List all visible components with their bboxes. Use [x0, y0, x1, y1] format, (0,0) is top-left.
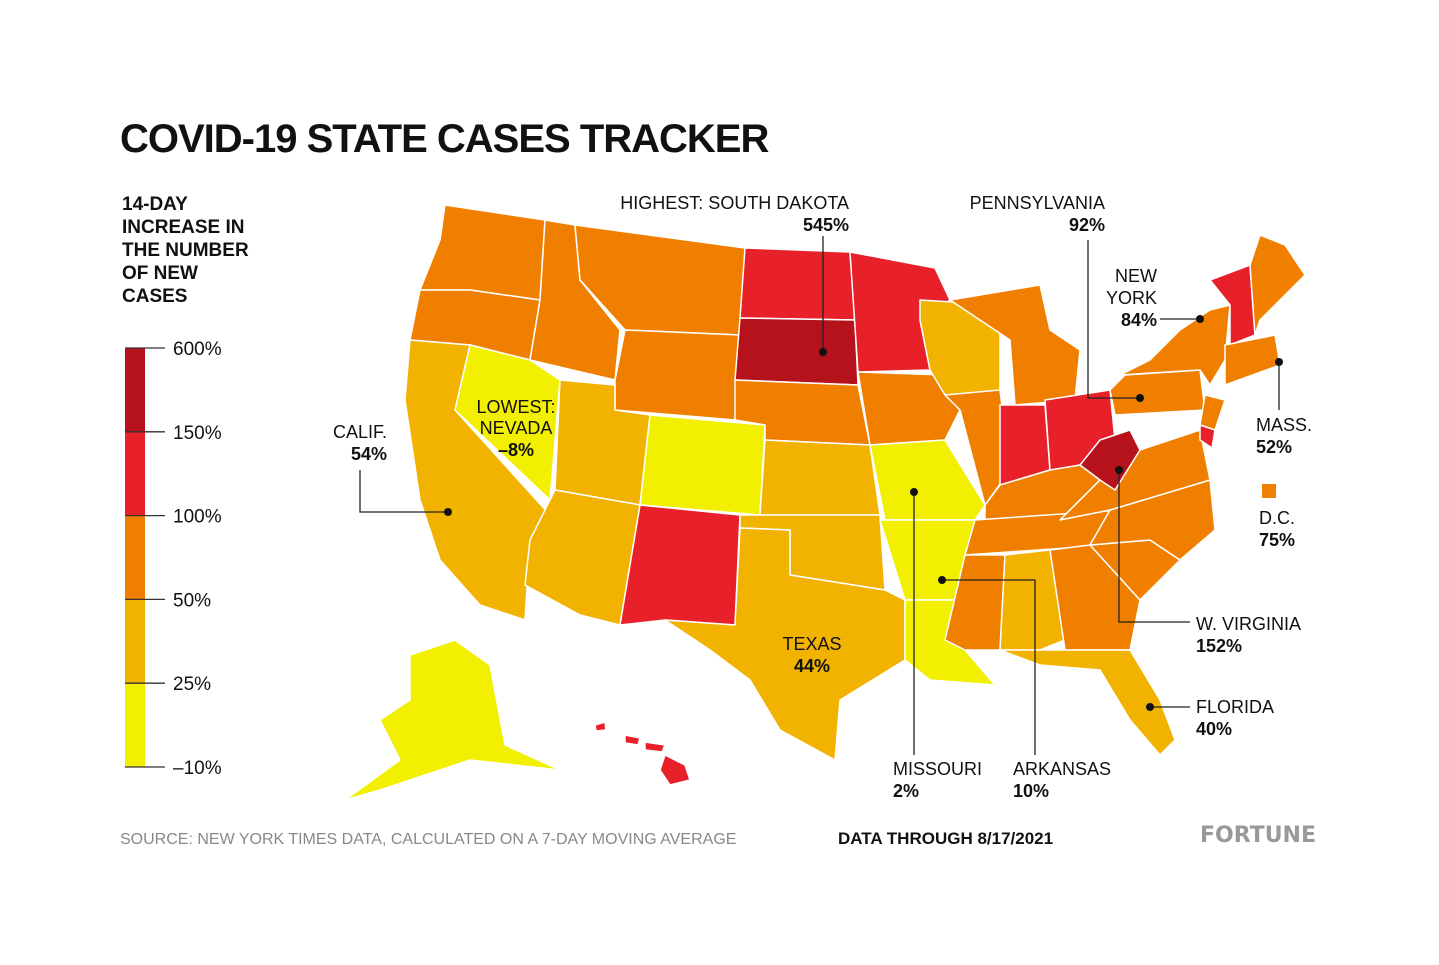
state [999, 549, 1066, 651]
state [619, 504, 741, 626]
annotation-name: NEVADA [480, 418, 553, 438]
annotation-name: YORK [1106, 288, 1157, 308]
annotation-name: D.C. [1259, 508, 1295, 528]
source: SOURCE: NEW YORK TIMES DATA, CALCULATED … [120, 831, 736, 848]
state [734, 317, 859, 386]
leader-dot [1275, 358, 1283, 366]
title: COVID-19 STATE CASES TRACKER [120, 117, 769, 161]
annotation-name: HIGHEST: SOUTH DAKOTA [620, 193, 849, 213]
annotation-value: 92% [1069, 215, 1105, 235]
annotation-name: CALIF. [333, 422, 387, 442]
state [869, 439, 986, 521]
annotation-name: MISSOURI [893, 759, 982, 779]
annotation-name: TEXAS [782, 634, 841, 654]
annotation-value: 40% [1196, 719, 1232, 739]
date: DATA THROUGH 8/17/2021 [838, 829, 1053, 848]
state [949, 284, 1081, 406]
leader-dot [1115, 466, 1123, 474]
state [644, 741, 666, 753]
leader [1118, 470, 1190, 623]
legend-tick-label: 25% [173, 674, 211, 695]
annotation-name: NEW [1115, 266, 1157, 286]
legend-band [125, 683, 145, 767]
legend: 14-DAY INCREASE IN THE NUMBER OF NEW CAS… [122, 194, 249, 779]
leader [942, 579, 1036, 755]
annotation-value: 75% [1259, 530, 1295, 550]
legend-tick-label: 50% [173, 590, 211, 611]
legend-band [125, 431, 145, 516]
state [659, 754, 691, 786]
legend-tick-label: 150% [173, 423, 222, 444]
leader-dot [1196, 315, 1204, 323]
legend-title: CASES [122, 286, 187, 307]
state [454, 344, 561, 501]
state [1209, 264, 1256, 346]
legend-title: 14-DAY [122, 194, 188, 215]
state [1049, 544, 1141, 651]
annotation-value: 44% [794, 656, 830, 676]
legend-tick-label: 600% [173, 339, 222, 360]
leader [359, 470, 448, 513]
annotation-value: 545% [803, 215, 849, 235]
state [614, 329, 741, 421]
state [344, 639, 561, 801]
legend-title: INCREASE IN [122, 217, 244, 238]
state [1079, 429, 1141, 491]
annotation-name: FLORIDA [1196, 697, 1274, 717]
state [857, 371, 961, 446]
map [344, 204, 1306, 801]
annotation-name: PENNSYLVANIA [970, 193, 1105, 213]
annotation-name: MASS. [1256, 415, 1312, 435]
state [624, 734, 641, 746]
brand: FORTUNE [1200, 823, 1316, 848]
legend-title: OF NEW [122, 263, 198, 284]
annotation-value: 84% [1121, 310, 1157, 330]
state [739, 247, 856, 321]
legend-tick-label: 100% [173, 507, 222, 528]
state [944, 554, 1006, 651]
dc-marker [1262, 484, 1276, 498]
annotation-value: 10% [1013, 781, 1049, 801]
leader [1087, 240, 1140, 399]
annotation-value: –8% [498, 440, 534, 460]
state [639, 414, 766, 516]
leader-dot [910, 488, 918, 496]
annotations: HIGHEST: SOUTH DAKOTA 545% PENNSYLVANIA … [333, 193, 1312, 801]
legend-band [125, 515, 145, 600]
leader-dot [1136, 394, 1144, 402]
state [759, 439, 881, 516]
state [1109, 369, 1206, 416]
state [999, 649, 1176, 756]
legend-title: THE NUMBER [122, 240, 249, 261]
annotation-name: W. VIRGINIA [1196, 614, 1301, 634]
state [594, 721, 607, 732]
annotation-value: 52% [1256, 437, 1292, 457]
state [1199, 424, 1216, 449]
leader-dot [819, 348, 827, 356]
annotation-value: 2% [893, 781, 919, 801]
leader-dot [444, 508, 452, 516]
annotation-value: 152% [1196, 636, 1242, 656]
state [664, 527, 906, 761]
legend-band [125, 348, 145, 432]
state [1199, 394, 1226, 431]
annotation-name: LOWEST: [476, 397, 555, 417]
leader-dot [1146, 703, 1154, 711]
leaders [359, 236, 1283, 755]
annotation-value: 54% [351, 444, 387, 464]
legend-tick-label: –10% [173, 758, 222, 779]
annotation-name: ARKANSAS [1013, 759, 1111, 779]
state [1249, 234, 1306, 336]
leader-dot [938, 576, 946, 584]
state [419, 204, 546, 301]
legend-band [125, 599, 145, 684]
